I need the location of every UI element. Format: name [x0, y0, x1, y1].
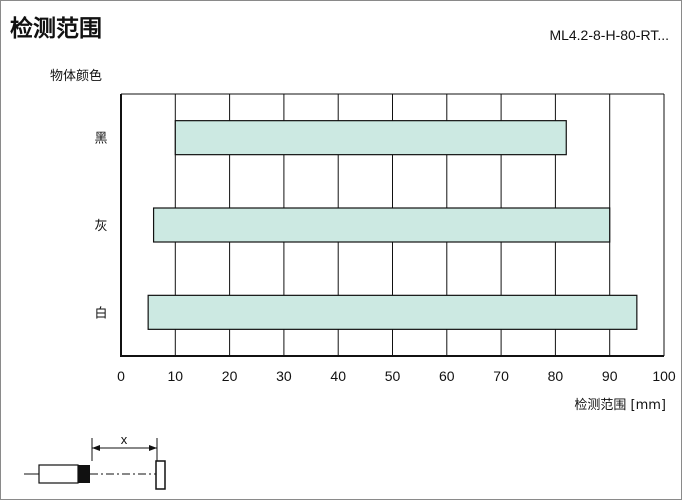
model-number: ML4.2-8-H-80-RT...	[549, 27, 669, 43]
category-label: 灰	[94, 219, 107, 234]
x-tick-label: 30	[276, 368, 292, 384]
x-tick-label: 60	[439, 368, 455, 384]
x-tick-label: 100	[652, 368, 676, 384]
category-label: 白	[94, 305, 107, 321]
target-object	[155, 460, 166, 490]
x-tick-label: 0	[117, 368, 125, 384]
dimension-arrow-left	[92, 445, 100, 451]
chart-bars	[147, 120, 638, 330]
bar-0	[174, 120, 567, 156]
y-axis-label: 物体颜色	[50, 69, 103, 84]
x-tick-label: 20	[222, 368, 238, 384]
category-label: 黑	[94, 132, 107, 147]
x-tick-label: 50	[385, 368, 401, 384]
x-tick-label: 90	[602, 368, 618, 384]
bar-1	[152, 207, 611, 243]
dimension-label: x	[121, 432, 128, 447]
bar-2	[147, 294, 638, 330]
x-axis-label: 检测范围 [mm]	[574, 398, 666, 413]
x-tick-label: 70	[493, 368, 509, 384]
x-tick-label: 80	[548, 368, 564, 384]
sensor-head	[78, 465, 90, 483]
x-tick-label: 40	[330, 368, 346, 384]
sensor-body	[38, 464, 79, 484]
page-title: 检测范围	[10, 15, 102, 42]
x-tick-label: 10	[168, 368, 184, 384]
y-category-labels: 黑灰白	[94, 132, 107, 322]
x-tick-labels: 0 10 20 30 40 50 60 70 80 90 100	[117, 368, 676, 384]
chart-axes	[120, 94, 664, 357]
dimension-arrow-right	[149, 445, 157, 451]
